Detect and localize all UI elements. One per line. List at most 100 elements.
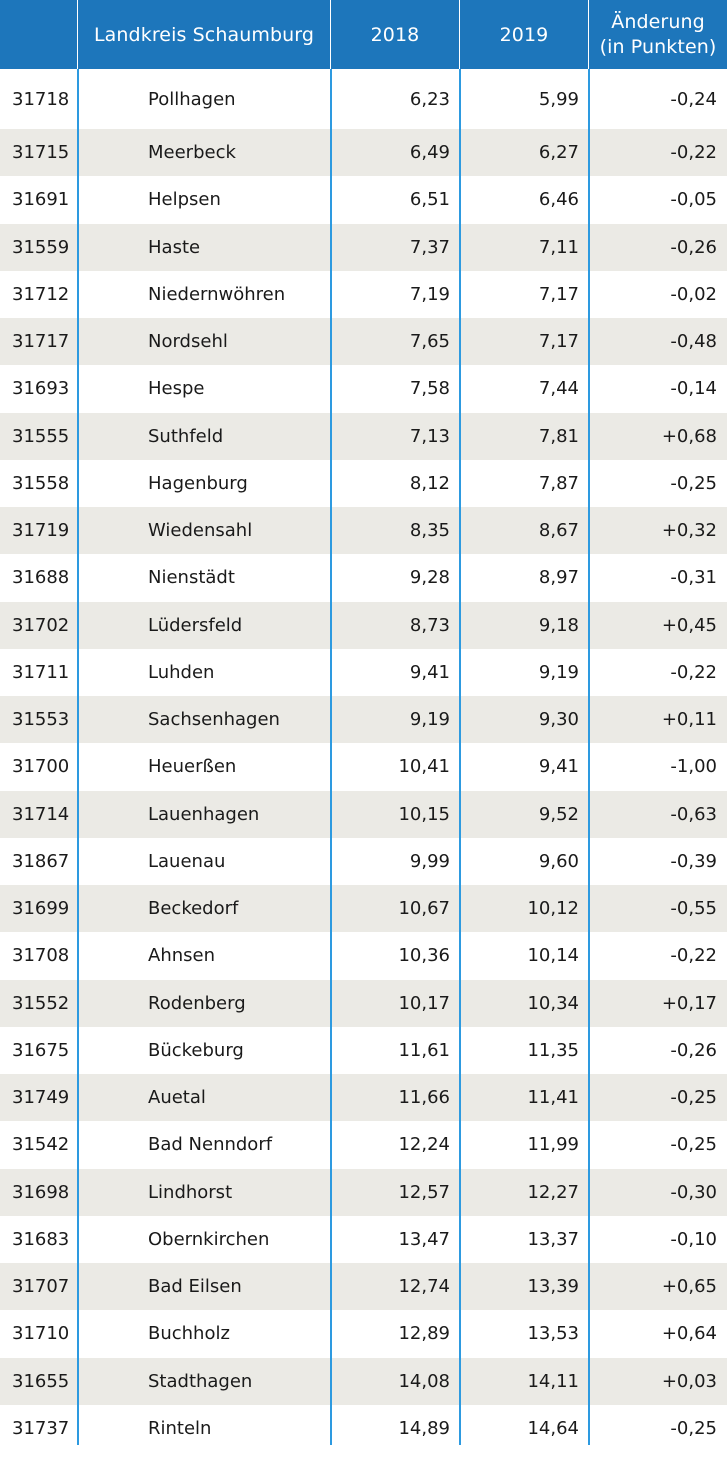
cell-plz: 31675: [12, 1039, 70, 1061]
cell-municipality: Suthfeld: [148, 425, 224, 447]
cell-change: -0,30: [670, 1181, 717, 1203]
cell-plz: 31718: [12, 88, 70, 110]
cell-municipality: Obernkirchen: [148, 1228, 270, 1250]
cell-municipality: Bad Eilsen: [148, 1276, 242, 1298]
table-row: 31553 Sachsenhagen 9,19 9,30 +0,11: [0, 696, 727, 744]
table-row: 31559 Haste 7,37 7,11 -0,26: [0, 223, 727, 271]
cell-plz: 31542: [12, 1134, 70, 1156]
cell-2018: 7,13: [409, 425, 450, 447]
cell-2019: 9,41: [538, 756, 579, 778]
cell-municipality: Lauenau: [148, 850, 226, 872]
cell-plz: 31698: [12, 1181, 70, 1203]
cell-plz: 31693: [12, 378, 70, 400]
table-row: 31711 Luhden 9,41 9,19 -0,22: [0, 649, 727, 696]
table-row: 31717 Nordsehl 7,65 7,17 -0,48: [0, 318, 727, 366]
cell-2018: 12,57: [398, 1181, 450, 1203]
cell-2019: 7,17: [538, 331, 579, 353]
header-landkreis: Landkreis Schaumburg: [78, 0, 331, 69]
cell-2018: 9,41: [409, 661, 450, 683]
table-row: 31691 Helpsen 6,51 6,46 -0,05: [0, 176, 727, 223]
cell-2019: 12,27: [527, 1181, 579, 1203]
cell-plz: 31719: [12, 520, 70, 542]
cell-2018: 10,41: [398, 756, 450, 778]
cell-plz: 31691: [12, 189, 70, 211]
cell-plz: 31700: [12, 756, 70, 778]
cell-plz: 31710: [12, 1323, 70, 1345]
cell-plz: 31699: [12, 898, 70, 920]
cell-2018: 8,73: [409, 614, 450, 636]
cell-2018: 6,49: [409, 142, 450, 164]
header-change: Änderung (in Punkten): [589, 0, 727, 69]
cell-2018: 14,08: [398, 1370, 450, 1392]
cell-change: -0,26: [670, 1039, 717, 1061]
cell-2019: 13,53: [527, 1323, 579, 1345]
cell-municipality: Pollhagen: [148, 88, 236, 110]
table-row: 31712 Niedernwöhren 7,19 7,17 -0,02: [0, 271, 727, 318]
cell-plz: 31702: [12, 614, 70, 636]
cell-change: +0,11: [661, 709, 717, 731]
cell-change: -0,22: [670, 661, 717, 683]
header-plz: [0, 0, 78, 69]
cell-change: -0,14: [670, 378, 717, 400]
cell-2019: 11,35: [527, 1039, 579, 1061]
cell-municipality: Luhden: [148, 661, 215, 683]
cell-2018: 8,35: [409, 520, 450, 542]
cell-change: +0,45: [661, 614, 717, 636]
table-row: 31707 Bad Eilsen 12,74 13,39 +0,65: [0, 1263, 727, 1311]
cell-municipality: Wiedensahl: [148, 520, 253, 542]
cell-2019: 11,41: [527, 1087, 579, 1109]
cell-change: -0,25: [670, 1087, 717, 1109]
table-row: 31675 Bückeburg 11,61 11,35 -0,26: [0, 1027, 727, 1074]
cell-2019: 14,64: [527, 1417, 579, 1439]
cell-2019: 5,99: [538, 88, 579, 110]
cell-plz: 31558: [12, 472, 70, 494]
cell-change: +0,32: [661, 520, 717, 542]
table-row: 31710 Buchholz 12,89 13,53 +0,64: [0, 1310, 727, 1357]
cell-2019: 8,97: [538, 567, 579, 589]
cell-change: -0,39: [670, 850, 717, 872]
table-row: 31867 Lauenau 9,99 9,60 -0,39: [0, 838, 727, 885]
cell-2018: 11,61: [398, 1039, 450, 1061]
table-row: 31718 Pollhagen 6,23 5,99 -0,24: [0, 69, 727, 129]
table-body: 31718 Pollhagen 6,23 5,99 -0,24 31715 Meerbeck…: [0, 69, 727, 1452]
cell-municipality: Nienstädt: [148, 567, 235, 589]
cell-change: -0,26: [670, 236, 717, 258]
header-2019: 2019: [460, 0, 589, 69]
cell-change: -0,55: [670, 898, 717, 920]
cell-municipality: Buchholz: [148, 1323, 230, 1345]
cell-2018: 7,37: [409, 236, 450, 258]
cell-2018: 10,17: [398, 992, 450, 1014]
cell-2018: 10,15: [398, 803, 450, 825]
cell-2019: 6,46: [538, 189, 579, 211]
cell-municipality: Helpsen: [148, 189, 221, 211]
cell-plz: 31552: [12, 992, 70, 1014]
column-divider: [77, 69, 79, 1445]
cell-change: -0,25: [670, 1134, 717, 1156]
table-row: 31555 Suthfeld 7,13 7,81 +0,68: [0, 412, 727, 460]
cell-municipality: Lüdersfeld: [148, 614, 243, 636]
cell-change: +0,17: [661, 992, 717, 1014]
table-row: 31700 Heuerßen 10,41 9,41 -1,00: [0, 743, 727, 790]
cell-plz: 31714: [12, 803, 70, 825]
cell-change: +0,03: [661, 1370, 717, 1392]
cell-2019: 13,37: [527, 1228, 579, 1250]
cell-municipality: Auetal: [148, 1087, 206, 1109]
cell-2018: 7,58: [409, 378, 450, 400]
cell-change: -0,63: [670, 803, 717, 825]
cell-2018: 12,24: [398, 1134, 450, 1156]
column-divider: [459, 69, 461, 1445]
cell-municipality: Stadthagen: [148, 1370, 253, 1392]
cell-2019: 8,67: [538, 520, 579, 542]
cell-plz: 31707: [12, 1276, 70, 1298]
table-row: 31714 Lauenhagen 10,15 9,52 -0,63: [0, 790, 727, 838]
cell-municipality: Lauenhagen: [148, 803, 260, 825]
cell-municipality: Bad Nenndorf: [148, 1134, 273, 1156]
header-change-title: Änderung: [611, 10, 705, 33]
cell-2018: 9,19: [409, 709, 450, 731]
cell-change: -0,05: [670, 189, 717, 211]
cell-municipality: Haste: [148, 236, 201, 258]
cell-2018: 11,66: [398, 1087, 450, 1109]
header-change-unit: (in Punkten): [599, 35, 717, 58]
cell-2019: 11,99: [527, 1134, 579, 1156]
